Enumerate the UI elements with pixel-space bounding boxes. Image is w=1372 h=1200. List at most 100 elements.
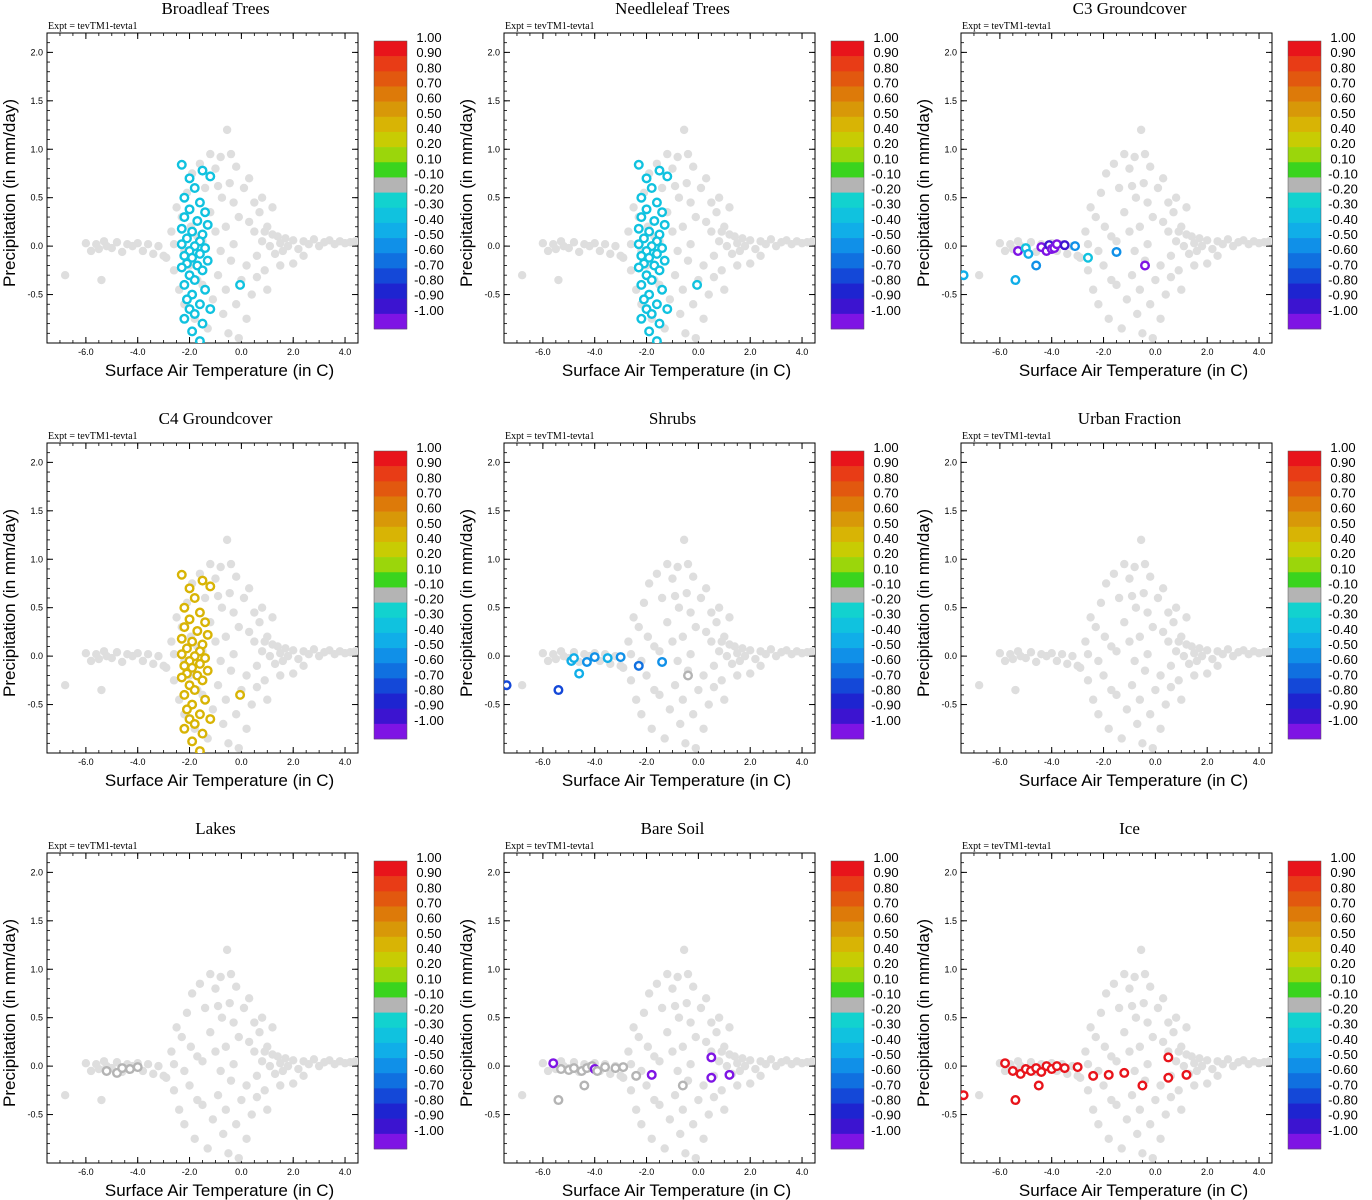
colorbar-frame bbox=[373, 450, 408, 740]
background-point bbox=[730, 232, 739, 241]
data-point bbox=[633, 262, 644, 273]
background-point bbox=[1223, 235, 1233, 244]
background-point bbox=[995, 239, 1005, 248]
background-point bbox=[257, 603, 267, 612]
background-point bbox=[1101, 579, 1111, 588]
chart-panel: C3 Groundcover Expt = tevTM1-tevta1 -6.0 -4… bbox=[914, 0, 1358, 380]
background-point bbox=[639, 1008, 649, 1018]
background-point bbox=[1135, 222, 1145, 231]
background-point bbox=[704, 290, 713, 299]
experiment-label: Expt = tevTM1-tevta1 bbox=[505, 841, 595, 852]
colorbar-label: 0.80 bbox=[416, 470, 441, 485]
data-point bbox=[692, 279, 703, 290]
background-point bbox=[1086, 203, 1095, 212]
background-point bbox=[740, 651, 750, 661]
background-point bbox=[309, 1055, 319, 1064]
background-point bbox=[626, 1086, 636, 1095]
background-point bbox=[714, 237, 724, 246]
background-point bbox=[974, 1090, 984, 1100]
colorbar-label: 0.20 bbox=[873, 546, 898, 561]
colorbar-label: 0.70 bbox=[1330, 485, 1355, 500]
background-point bbox=[1145, 300, 1155, 309]
background-point bbox=[1083, 676, 1093, 685]
background-point bbox=[1114, 593, 1124, 603]
background-point bbox=[1174, 676, 1183, 685]
background-point bbox=[668, 227, 677, 236]
data-point bbox=[205, 581, 216, 592]
data-point bbox=[189, 685, 200, 696]
data-point bbox=[189, 308, 200, 319]
background-point bbox=[169, 1059, 179, 1069]
x-tick-label: -6.0 bbox=[992, 347, 1008, 357]
colorbar-segment bbox=[831, 1073, 864, 1089]
colorbar-label: -0.20 bbox=[1328, 592, 1358, 607]
background-point bbox=[133, 239, 142, 248]
background-point bbox=[283, 651, 293, 661]
background-point bbox=[1174, 266, 1183, 275]
background-point bbox=[670, 591, 680, 601]
colorbar-frame bbox=[373, 860, 408, 1150]
background-point bbox=[668, 164, 677, 173]
background-point bbox=[1265, 237, 1272, 246]
background-point bbox=[231, 982, 241, 991]
colorbar-label: 0.80 bbox=[1330, 60, 1355, 75]
background-point bbox=[517, 270, 527, 280]
background-point bbox=[117, 247, 127, 257]
colorbar-label: -0.90 bbox=[414, 288, 444, 303]
background-point bbox=[270, 659, 280, 669]
background-point bbox=[808, 237, 815, 246]
colorbar-segment bbox=[1288, 951, 1321, 968]
colorbar-label: 0.40 bbox=[416, 531, 441, 546]
background-point bbox=[211, 637, 220, 646]
colorbar-label: 0.90 bbox=[873, 455, 898, 470]
panel-title: C4 Groundcover bbox=[159, 409, 273, 428]
colorbar-label: 0.20 bbox=[873, 136, 898, 151]
background-point bbox=[1158, 994, 1168, 1003]
background-point bbox=[650, 685, 659, 695]
background-point bbox=[1096, 1008, 1106, 1018]
y-tick-label: 1.5 bbox=[487, 96, 500, 106]
colorbar-segment bbox=[374, 177, 407, 193]
background-point bbox=[1031, 657, 1041, 667]
colorbar-segment bbox=[831, 693, 864, 709]
background-point bbox=[551, 244, 561, 254]
background-point bbox=[1130, 246, 1139, 256]
background-point bbox=[1104, 314, 1113, 323]
background-point bbox=[1164, 227, 1173, 236]
background-point bbox=[657, 1003, 667, 1013]
background-point bbox=[686, 239, 695, 249]
y-tick-label: 2.0 bbox=[30, 867, 43, 877]
y-tick-label: 0.0 bbox=[30, 651, 43, 661]
background-point bbox=[1177, 1105, 1186, 1114]
background-point bbox=[701, 994, 711, 1003]
colorbar-label: -0.90 bbox=[871, 288, 901, 303]
colorbar-label: -0.20 bbox=[414, 182, 444, 197]
background-point bbox=[1171, 647, 1181, 656]
colorbar-label: 0.20 bbox=[416, 136, 441, 151]
colorbar-label: -0.60 bbox=[871, 242, 901, 257]
background-point bbox=[688, 300, 698, 309]
background-point bbox=[1112, 647, 1121, 656]
background-point bbox=[707, 198, 716, 207]
background-point bbox=[1174, 637, 1183, 646]
background-point bbox=[696, 183, 706, 193]
background-point bbox=[517, 680, 527, 690]
x-tick-label: 0.0 bbox=[692, 1167, 705, 1177]
colorbar-segment bbox=[1288, 678, 1321, 694]
background-point bbox=[252, 682, 262, 692]
colorbar-segment bbox=[374, 1027, 407, 1044]
colorbar-label: 0.50 bbox=[416, 926, 441, 941]
colorbar-segment bbox=[374, 617, 407, 634]
background-point bbox=[1203, 1056, 1212, 1065]
x-tick-label: -4.0 bbox=[1044, 757, 1060, 767]
background-point bbox=[86, 656, 96, 666]
background-point bbox=[717, 227, 726, 236]
background-point bbox=[720, 1105, 729, 1114]
x-tick-label: -6.0 bbox=[78, 347, 94, 357]
data-point bbox=[651, 197, 662, 208]
data-point bbox=[194, 746, 205, 753]
background-point bbox=[655, 647, 664, 656]
background-point bbox=[289, 669, 298, 678]
background-point bbox=[190, 1134, 199, 1143]
colorbar-segment bbox=[374, 496, 407, 512]
